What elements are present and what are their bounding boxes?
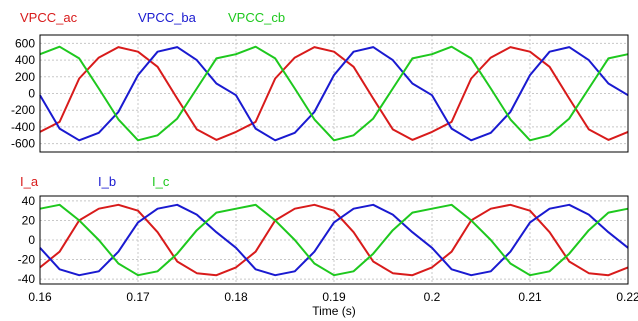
current-ytick-label: 40 xyxy=(22,194,36,208)
voltage-ytick-label: 0 xyxy=(28,87,35,101)
voltage-plot-frame xyxy=(39,34,629,153)
voltage-legend-vpcc_ac: VPCC_ac xyxy=(20,10,78,25)
xtick-label: 0.19 xyxy=(322,290,346,304)
voltage-ytick-label: 200 xyxy=(15,70,35,84)
current-panel: 40 20 0 -20 -40 I_a I_b I_c 0.16 0.17 0.18 0.19 0.2 0… xyxy=(18,174,638,318)
voltage-series-vpcc_ba-line xyxy=(39,46,629,142)
voltage-ytick-label: -200 xyxy=(11,103,35,117)
current-series-i_b-line xyxy=(39,203,629,277)
current-plot-frame xyxy=(39,195,629,285)
current-series-i_a-line xyxy=(39,203,629,277)
voltage-ytick-label: 400 xyxy=(15,53,35,67)
voltage-ytick-label: 600 xyxy=(15,36,35,50)
xtick-label: 0.22 xyxy=(616,290,638,304)
voltage-legend-vpcc_cb: VPCC_cb xyxy=(228,10,285,25)
voltage-series-vpcc_ac-line xyxy=(39,46,629,141)
voltage-series-vpcc_cb-line xyxy=(39,45,629,142)
current-ytick-label: 20 xyxy=(22,213,36,227)
current-legend-i_c: I_c xyxy=(152,174,170,189)
current-ytick-label: -20 xyxy=(18,253,36,267)
xtick-label: 0.16 xyxy=(28,290,52,304)
xtick-label: 0.17 xyxy=(126,290,150,304)
xtick-label: 0.21 xyxy=(518,290,542,304)
voltage-ytick-label: -600 xyxy=(11,137,35,151)
xtick-label: 0.2 xyxy=(424,290,441,304)
current-ytick-label: 0 xyxy=(28,233,35,247)
voltage-legend-vpcc_ba: VPCC_ba xyxy=(138,10,197,25)
current-ytick-label: -40 xyxy=(18,272,36,286)
current-series-i_c-line xyxy=(39,203,629,277)
x-axis-label: Time (s) xyxy=(312,304,356,318)
voltage-panel: 600 400 200 0 -200 -400 -600 VPCC_ac VPCC_ba VPCC… xyxy=(11,10,629,153)
current-legend-i_a: I_a xyxy=(20,174,39,189)
current-legend-i_b: I_b xyxy=(98,174,116,189)
xtick-label: 0.18 xyxy=(224,290,248,304)
voltage-ytick-label: -400 xyxy=(11,120,35,134)
